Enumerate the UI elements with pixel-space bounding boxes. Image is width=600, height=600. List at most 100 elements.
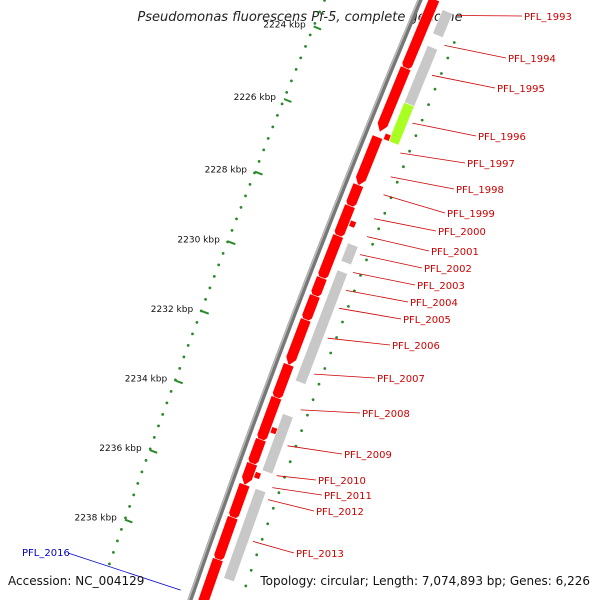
tick-dot xyxy=(262,148,266,152)
kbp-tick-mark xyxy=(200,309,210,315)
tick-dot xyxy=(108,562,111,566)
topology-label: Topology: circular; Length: 7,074,893 bp… xyxy=(260,574,590,588)
kbp-tick-label: 2236 kbp xyxy=(99,444,142,454)
inner-dot-track xyxy=(244,41,456,588)
inner-dot xyxy=(266,522,270,526)
gene-leader-line xyxy=(267,499,315,512)
inner-dot xyxy=(452,41,456,44)
cds-2 xyxy=(377,65,412,133)
map-title: Pseudomonas fluorescens Pf-5, complete g… xyxy=(137,10,463,25)
inner-dot xyxy=(440,72,443,75)
inner-dot xyxy=(335,336,338,339)
inner-dot xyxy=(288,460,292,464)
cds-3 xyxy=(355,134,384,187)
inner-dot xyxy=(377,227,381,231)
highlight-feature xyxy=(387,101,415,146)
gene-label[interactable]: PFL_2016 xyxy=(22,548,70,559)
cds-small-1 xyxy=(382,132,392,142)
inner-dot xyxy=(446,56,450,60)
gene-leader-line xyxy=(252,541,295,554)
inner-dot xyxy=(255,553,259,557)
tick-dot xyxy=(195,321,199,324)
tick-dot xyxy=(235,217,238,221)
tick-dot xyxy=(208,286,212,290)
tick-dot xyxy=(124,516,127,520)
tick-dot xyxy=(152,436,156,439)
gene-label[interactable]: PFL_2000 xyxy=(438,227,486,238)
kbp-tick-label: 2224 kbp xyxy=(263,20,306,30)
gene-leader-line xyxy=(374,218,437,232)
gene-leader-line xyxy=(67,552,181,591)
gene-label[interactable]: PFL_2001 xyxy=(431,247,479,258)
kbp-tick-label: 2238 kbp xyxy=(74,514,117,524)
inner-dot xyxy=(271,506,275,510)
inner-dot xyxy=(260,537,264,541)
gene-leader-line xyxy=(276,475,317,481)
gene-label[interactable]: PFL_1993 xyxy=(524,12,572,23)
inner-dot xyxy=(306,413,309,417)
gene-leader-line xyxy=(287,445,343,455)
gene-leader-line xyxy=(327,337,391,346)
tick-dot xyxy=(116,539,119,543)
gene-label[interactable]: PFL_2004 xyxy=(410,298,458,309)
kbp-tick-mark xyxy=(174,379,184,385)
gene-label[interactable]: PFL_1997 xyxy=(467,159,515,170)
kbp-tick-label: 2230 kbp xyxy=(177,235,220,245)
inner-dot xyxy=(402,165,405,169)
inner-dot xyxy=(408,149,411,153)
tick-dot xyxy=(248,183,252,186)
inner-dot xyxy=(244,584,248,588)
inner-dot xyxy=(323,367,327,370)
gene-label[interactable]: PFL_1996 xyxy=(478,132,526,143)
inner-dot xyxy=(249,568,253,572)
tick-dot xyxy=(161,413,165,416)
inner-dot xyxy=(341,320,344,324)
tick-dot xyxy=(204,298,208,301)
tick-dot xyxy=(157,424,160,428)
gene-label[interactable]: PFL_2007 xyxy=(377,374,425,385)
kbp-tick-mark xyxy=(124,518,133,524)
gene-label[interactable]: PFL_2005 xyxy=(403,315,451,326)
gene-label[interactable]: PFL_2006 xyxy=(392,341,440,352)
tick-dot xyxy=(239,206,243,209)
inner-dot xyxy=(347,305,350,308)
gene-label[interactable]: PFL_2010 xyxy=(318,476,366,487)
gene-label[interactable]: PFL_1999 xyxy=(447,209,495,220)
gene-label[interactable]: PFL_1998 xyxy=(456,185,504,196)
cds-small-2 xyxy=(348,219,357,229)
tick-dot xyxy=(304,45,307,48)
tick-dot xyxy=(120,528,123,531)
gene-leader-line xyxy=(314,373,376,379)
tick-dot xyxy=(178,367,182,370)
gene-leader-line xyxy=(352,272,416,286)
cds-16 xyxy=(197,557,224,600)
kbp-tick-label: 2228 kbp xyxy=(205,166,248,176)
kbp-tick-mark xyxy=(149,449,158,454)
gene-label[interactable]: PFL_1995 xyxy=(497,84,545,95)
tick-dot xyxy=(290,79,293,83)
gene-label[interactable]: PFL_2002 xyxy=(424,264,472,275)
inner-dot xyxy=(317,382,321,386)
gene-label[interactable]: PFL_2008 xyxy=(362,409,410,420)
gene-label[interactable]: PFL_1994 xyxy=(508,54,556,65)
gray-feature-4 xyxy=(294,269,348,385)
tick-dot xyxy=(318,10,322,14)
gray-feature-5 xyxy=(261,413,294,475)
gene-label[interactable]: PFL_2009 xyxy=(344,450,392,461)
gene-leader-line xyxy=(383,194,446,214)
gene-label[interactable]: PFL_2012 xyxy=(316,507,364,518)
gene-label[interactable]: PFL_2003 xyxy=(417,281,465,292)
tick-dot xyxy=(323,0,326,2)
gene-leader-line xyxy=(345,290,409,303)
gene-leader-line xyxy=(390,176,455,190)
tick-dot xyxy=(299,56,303,60)
inner-dot xyxy=(371,242,374,246)
accession-label: Accession: NC_004129 xyxy=(8,574,145,588)
gene-label[interactable]: PFL_2013 xyxy=(296,549,344,560)
gene-leader-line xyxy=(444,45,507,59)
tick-dot xyxy=(294,68,298,71)
gene-label[interactable]: PFL_2011 xyxy=(324,491,372,502)
kbp-ticks: 2224 kbp 2226 kbp 2228 kbp 2230 kbp 2232 kbp… xyxy=(74,20,322,524)
tick-dot xyxy=(165,401,169,405)
tick-dot xyxy=(276,114,279,117)
